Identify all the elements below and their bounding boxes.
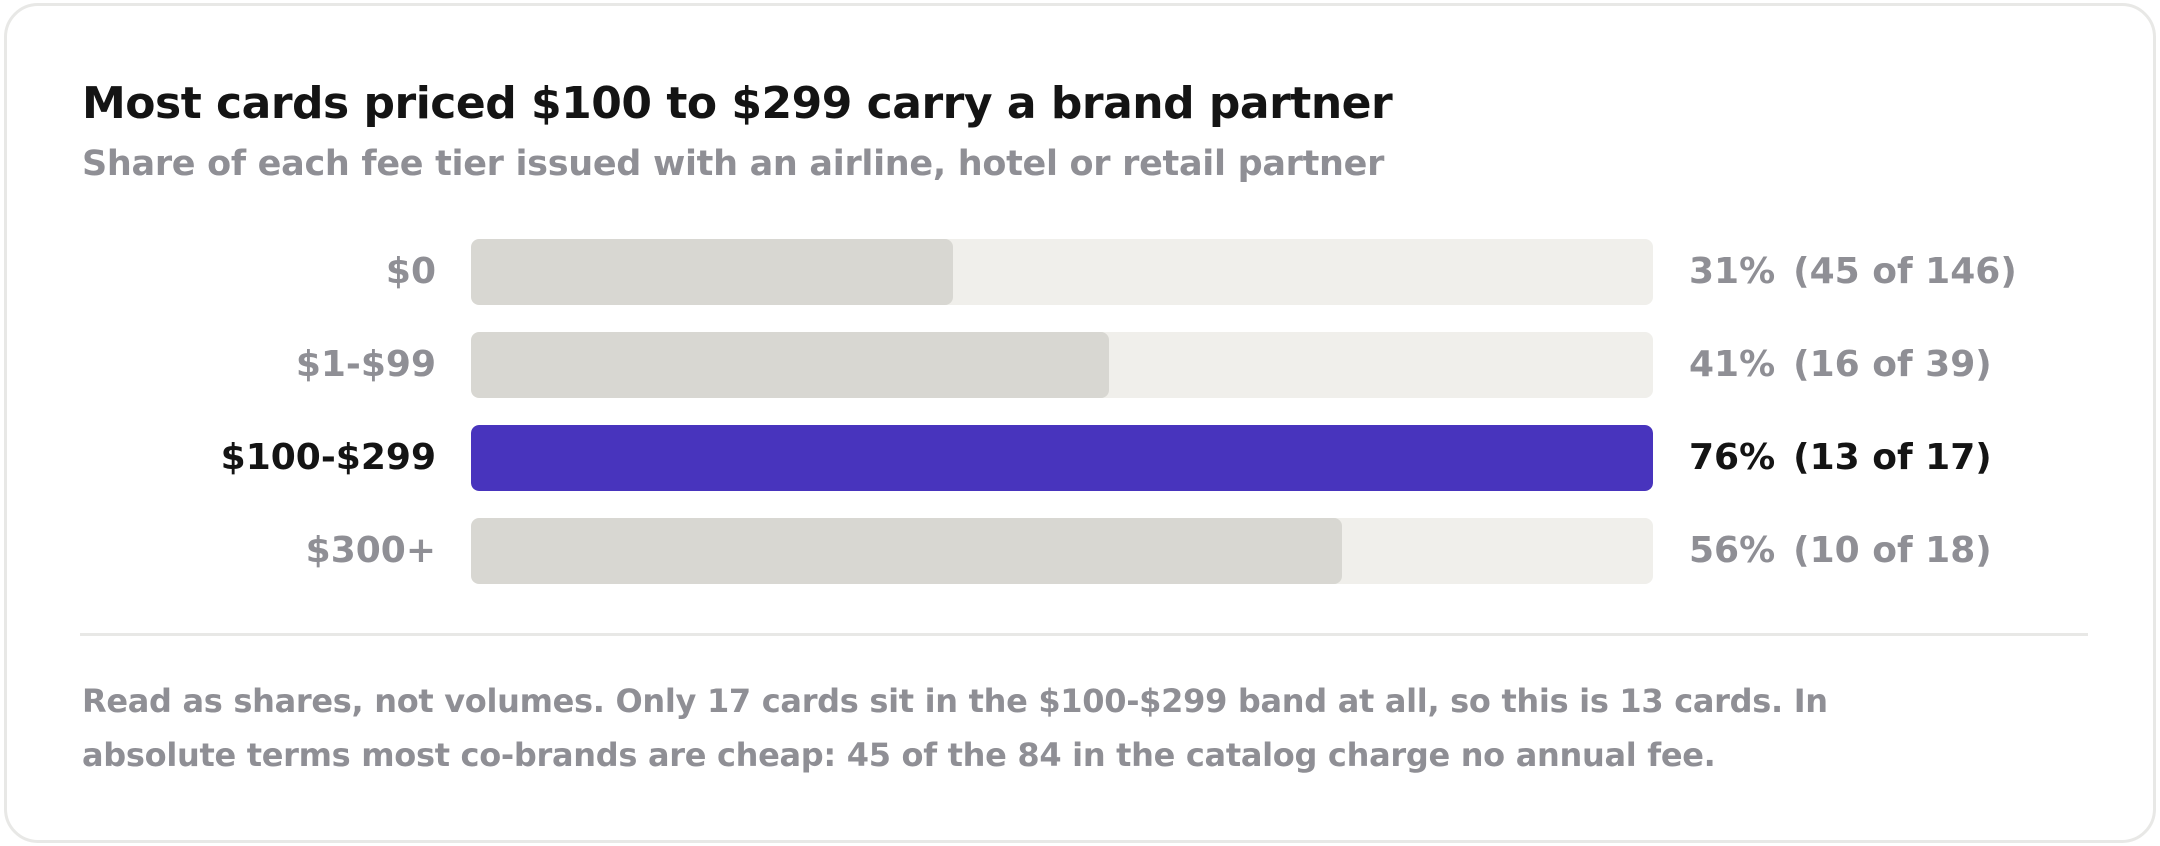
- bar-row: $0 31% (45 of 146): [7, 239, 2159, 305]
- bar-row: $100-$299 76% (13 of 17): [7, 425, 2159, 491]
- chart-card: Most cards priced $100 to $299 carry a b…: [4, 3, 2156, 843]
- chart-title: Most cards priced $100 to $299 carry a b…: [82, 78, 1393, 129]
- count-label: (16 of 39): [1793, 344, 1992, 385]
- value-label: 31% (45 of 146): [1689, 239, 2017, 305]
- count-label: (45 of 146): [1793, 251, 2017, 292]
- chart-subtitle: Share of each fee tier issued with an ai…: [82, 144, 1385, 184]
- bar: [471, 239, 954, 305]
- category-label: $300+: [305, 530, 436, 571]
- bar-chart: $0 31% (45 of 146) $1-$99 41% (16 of 39) $100-…: [7, 6, 2159, 846]
- percent-label: 56%: [1689, 530, 1776, 571]
- bar: [471, 425, 1653, 491]
- count-label: (13 of 17): [1793, 437, 1992, 478]
- divider: [80, 633, 2088, 636]
- category-label: $100-$299: [220, 437, 436, 478]
- bar-row: $300+ 56% (10 of 18): [7, 518, 2159, 584]
- category-label: $1-$99: [295, 344, 436, 385]
- value-label: 41% (16 of 39): [1689, 332, 1992, 398]
- percent-label: 76%: [1689, 437, 1776, 478]
- percent-label: 31%: [1689, 251, 1776, 292]
- bar-row: $1-$99 41% (16 of 39): [7, 332, 2159, 398]
- value-label: 76% (13 of 17): [1689, 425, 1992, 491]
- footnote: Read as shares, not volumes. Only 17 car…: [82, 682, 1828, 774]
- bar: [471, 518, 1342, 584]
- bar-track: [471, 518, 1653, 584]
- percent-label: 41%: [1689, 344, 1776, 385]
- bar: [471, 332, 1109, 398]
- value-label: 56% (10 of 18): [1689, 518, 1992, 584]
- category-label: $0: [385, 251, 436, 292]
- count-label: (10 of 18): [1793, 530, 1992, 571]
- bar-track: [471, 425, 1653, 491]
- bar-track: [471, 332, 1653, 398]
- bar-track: [471, 239, 1653, 305]
